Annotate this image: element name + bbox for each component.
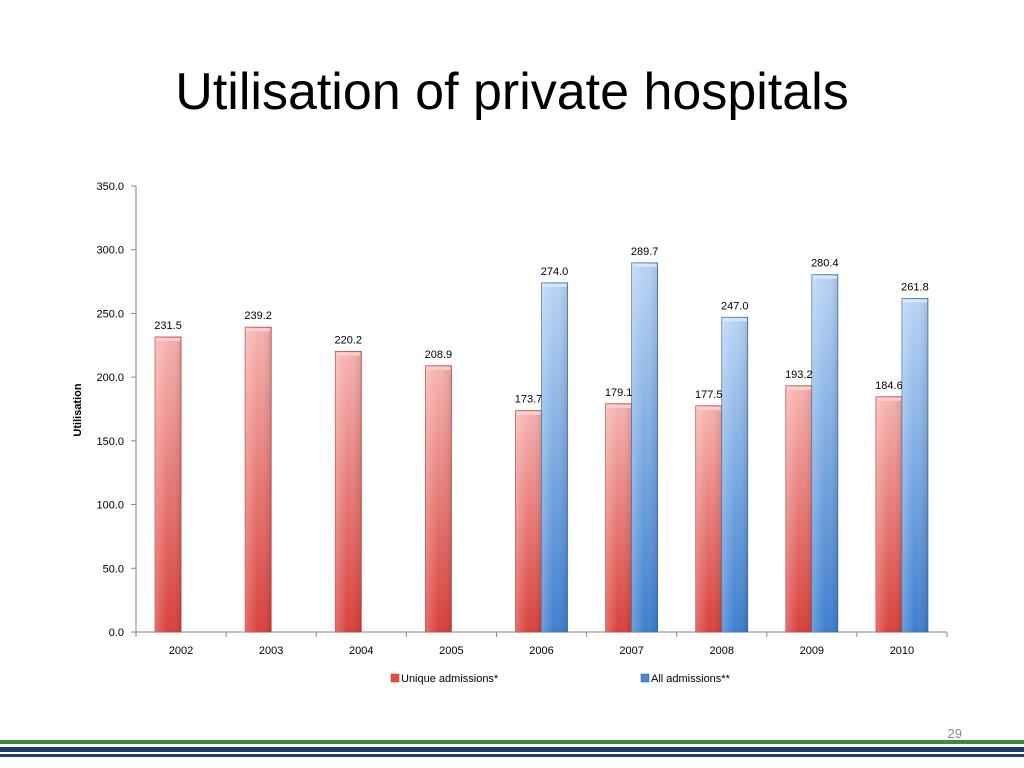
legend-item: Unique admissions* xyxy=(390,673,499,685)
bar-shading xyxy=(605,403,632,632)
footer-navy-stripe xyxy=(0,747,1024,752)
footer-decoration xyxy=(0,740,1024,757)
data-label: 289.7 xyxy=(631,246,659,258)
data-label: 280.4 xyxy=(811,258,839,270)
y-tick-label: 50.0 xyxy=(103,563,124,575)
legend-swatch xyxy=(640,673,650,683)
y-tick-label: 200.0 xyxy=(96,372,124,384)
data-label: 231.5 xyxy=(154,320,182,332)
bar-cap xyxy=(696,406,721,410)
data-label: 173.7 xyxy=(515,394,543,406)
y-axis-label: Utilisation xyxy=(72,383,84,436)
bar-cap xyxy=(246,328,271,332)
bar-cap xyxy=(632,263,657,267)
y-tick-label: 350.0 xyxy=(96,181,124,193)
data-label: 179.1 xyxy=(605,387,633,399)
y-tick-label: 0.0 xyxy=(109,627,124,639)
x-axis: 2002 2003 2004 2005 2006 2007 2008 2009 2010 xyxy=(135,631,948,657)
y-tick-label: 100.0 xyxy=(96,500,124,512)
data-label: 177.5 xyxy=(695,389,723,401)
bar-cap xyxy=(876,397,901,401)
x-tick-label: 2009 xyxy=(800,645,824,657)
bar-shading xyxy=(515,410,542,632)
legend: Unique admissions* All admissions** xyxy=(390,673,731,685)
bar-shading xyxy=(785,385,812,632)
x-tick-label: 2010 xyxy=(890,645,914,657)
bar-cap xyxy=(336,352,361,356)
x-tick-label: 2004 xyxy=(349,645,373,657)
data-label: 247.0 xyxy=(721,300,749,312)
data-label: 184.6 xyxy=(875,380,903,392)
x-tick-label: 2005 xyxy=(439,645,463,657)
bar-cap xyxy=(426,366,451,370)
bar-shading xyxy=(541,282,568,632)
footer-navy-stripe-thin xyxy=(0,754,1024,757)
page-number: 29 xyxy=(947,726,962,741)
bar-cap xyxy=(606,404,631,408)
bar-shading xyxy=(721,317,748,632)
footer-green-stripe xyxy=(0,740,1024,744)
legend-item: All admissions** xyxy=(640,673,731,685)
legend-label: Unique admissions* xyxy=(401,673,499,685)
bar-shading xyxy=(631,262,658,632)
x-tick-label: 2002 xyxy=(169,645,193,657)
legend-label: All admissions** xyxy=(651,673,731,685)
y-tick-label: 250.0 xyxy=(96,308,124,320)
bar-shading xyxy=(245,327,272,632)
bar-cap xyxy=(786,386,811,390)
data-labels: 231.5 239.2 220.2 208.9 173.7 274.0 179.1 289.7… xyxy=(154,246,928,406)
bar-cap xyxy=(722,318,747,322)
bar-shading xyxy=(425,365,452,632)
bar-shading xyxy=(695,405,722,632)
data-label: 274.0 xyxy=(541,266,569,278)
bar-cap xyxy=(156,338,181,342)
bar-shading xyxy=(335,351,362,632)
bars xyxy=(154,262,929,633)
y-axis: 0.0 50.0 100.0 150.0 200.0 250.0 300.0 350.0 xyxy=(96,181,137,639)
bar-cap xyxy=(516,411,541,415)
data-label: 193.2 xyxy=(785,369,813,381)
legend-swatch xyxy=(390,673,400,683)
bar-shading xyxy=(901,298,928,632)
x-tick-label: 2008 xyxy=(709,645,733,657)
data-label: 239.2 xyxy=(244,310,272,322)
slide-title: Utilisation of private hospitals xyxy=(175,63,849,121)
y-tick-label: 150.0 xyxy=(96,436,124,448)
x-tick-label: 2003 xyxy=(259,645,283,657)
x-tick-label: 2006 xyxy=(529,645,553,657)
data-label: 261.8 xyxy=(901,281,929,293)
data-label: 220.2 xyxy=(335,334,363,346)
bar-chart: 0.0 50.0 100.0 150.0 200.0 250.0 300.0 350.0 20… xyxy=(72,181,948,685)
x-tick-label: 2007 xyxy=(619,645,643,657)
bar-shading xyxy=(155,337,182,632)
bar-shading xyxy=(875,396,902,632)
bar-shading xyxy=(811,274,838,632)
bar-cap xyxy=(902,299,927,303)
data-label: 208.9 xyxy=(425,349,453,361)
bar-cap xyxy=(542,283,567,287)
bar-cap xyxy=(812,275,837,279)
y-tick-label: 300.0 xyxy=(96,245,124,257)
